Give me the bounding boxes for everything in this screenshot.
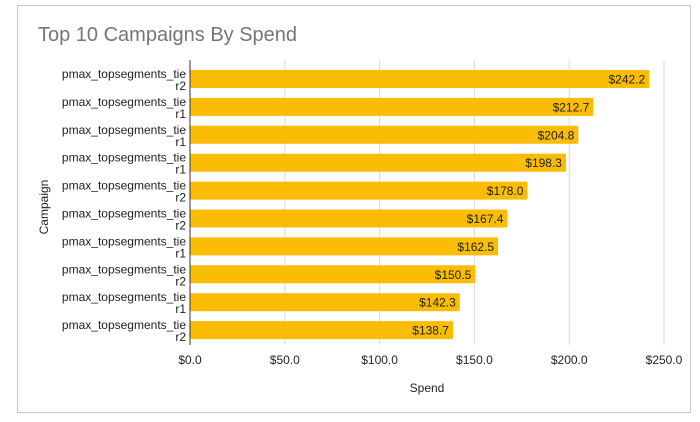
y-tick-label: r1 (175, 135, 186, 149)
data-label: $178.0 (487, 184, 524, 198)
y-tick-label: pmax_topsegments_tie (62, 179, 186, 193)
data-label: $212.7 (553, 100, 590, 114)
bar (190, 181, 528, 200)
data-label: $242.2 (609, 73, 646, 87)
y-tick-label: r2 (175, 191, 186, 205)
bar (190, 153, 566, 172)
y-tick-label: pmax_topsegments_tie (62, 95, 186, 109)
bar (190, 125, 579, 144)
y-tick-label: r2 (175, 274, 186, 288)
data-label: $162.5 (457, 240, 494, 254)
bar (190, 293, 460, 312)
data-label: $204.8 (538, 128, 575, 142)
x-tick-label: $250.0 (646, 353, 683, 367)
bar (190, 237, 499, 256)
x-tick-label: $100.0 (361, 353, 398, 367)
bar (190, 97, 594, 116)
y-tick-label: r1 (175, 107, 186, 121)
y-tick-label: pmax_topsegments_tie (62, 67, 186, 81)
x-tick-label: $50.0 (270, 353, 300, 367)
y-tick-label: pmax_topsegments_tie (62, 234, 186, 248)
bar (190, 321, 453, 340)
y-tick-label: pmax_topsegments_tie (62, 318, 186, 332)
chart-title: Top 10 Campaigns By Spend (38, 24, 298, 46)
y-tick-label: pmax_topsegments_tie (62, 123, 186, 137)
y-tick-label: pmax_topsegments_tie (62, 290, 186, 304)
data-label: $167.4 (467, 212, 504, 226)
y-tick-label: r2 (175, 330, 186, 344)
y-tick-label: r1 (175, 163, 186, 177)
bar (190, 265, 476, 284)
data-label: $138.7 (412, 324, 449, 338)
data-label: $150.5 (435, 268, 472, 282)
x-tick-label: $150.0 (456, 353, 493, 367)
bar (190, 209, 508, 228)
data-label: $198.3 (525, 156, 562, 170)
x-tick-label: $0.0 (178, 353, 202, 367)
y-axis-title: Campaign (37, 180, 51, 235)
y-tick-label: pmax_topsegments_tie (62, 207, 186, 221)
bar (190, 70, 650, 88)
y-tick-label: r2 (175, 79, 186, 93)
x-tick-label: $200.0 (551, 353, 588, 367)
y-tick-label: r1 (175, 246, 186, 260)
data-label: $142.3 (419, 296, 456, 310)
y-tick-label: r1 (175, 302, 186, 316)
y-tick-label: pmax_topsegments_tie (62, 151, 186, 165)
y-tick-label: pmax_topsegments_tie (62, 262, 186, 276)
y-tick-label: r2 (175, 219, 186, 233)
x-axis-title: Spend (410, 381, 445, 395)
